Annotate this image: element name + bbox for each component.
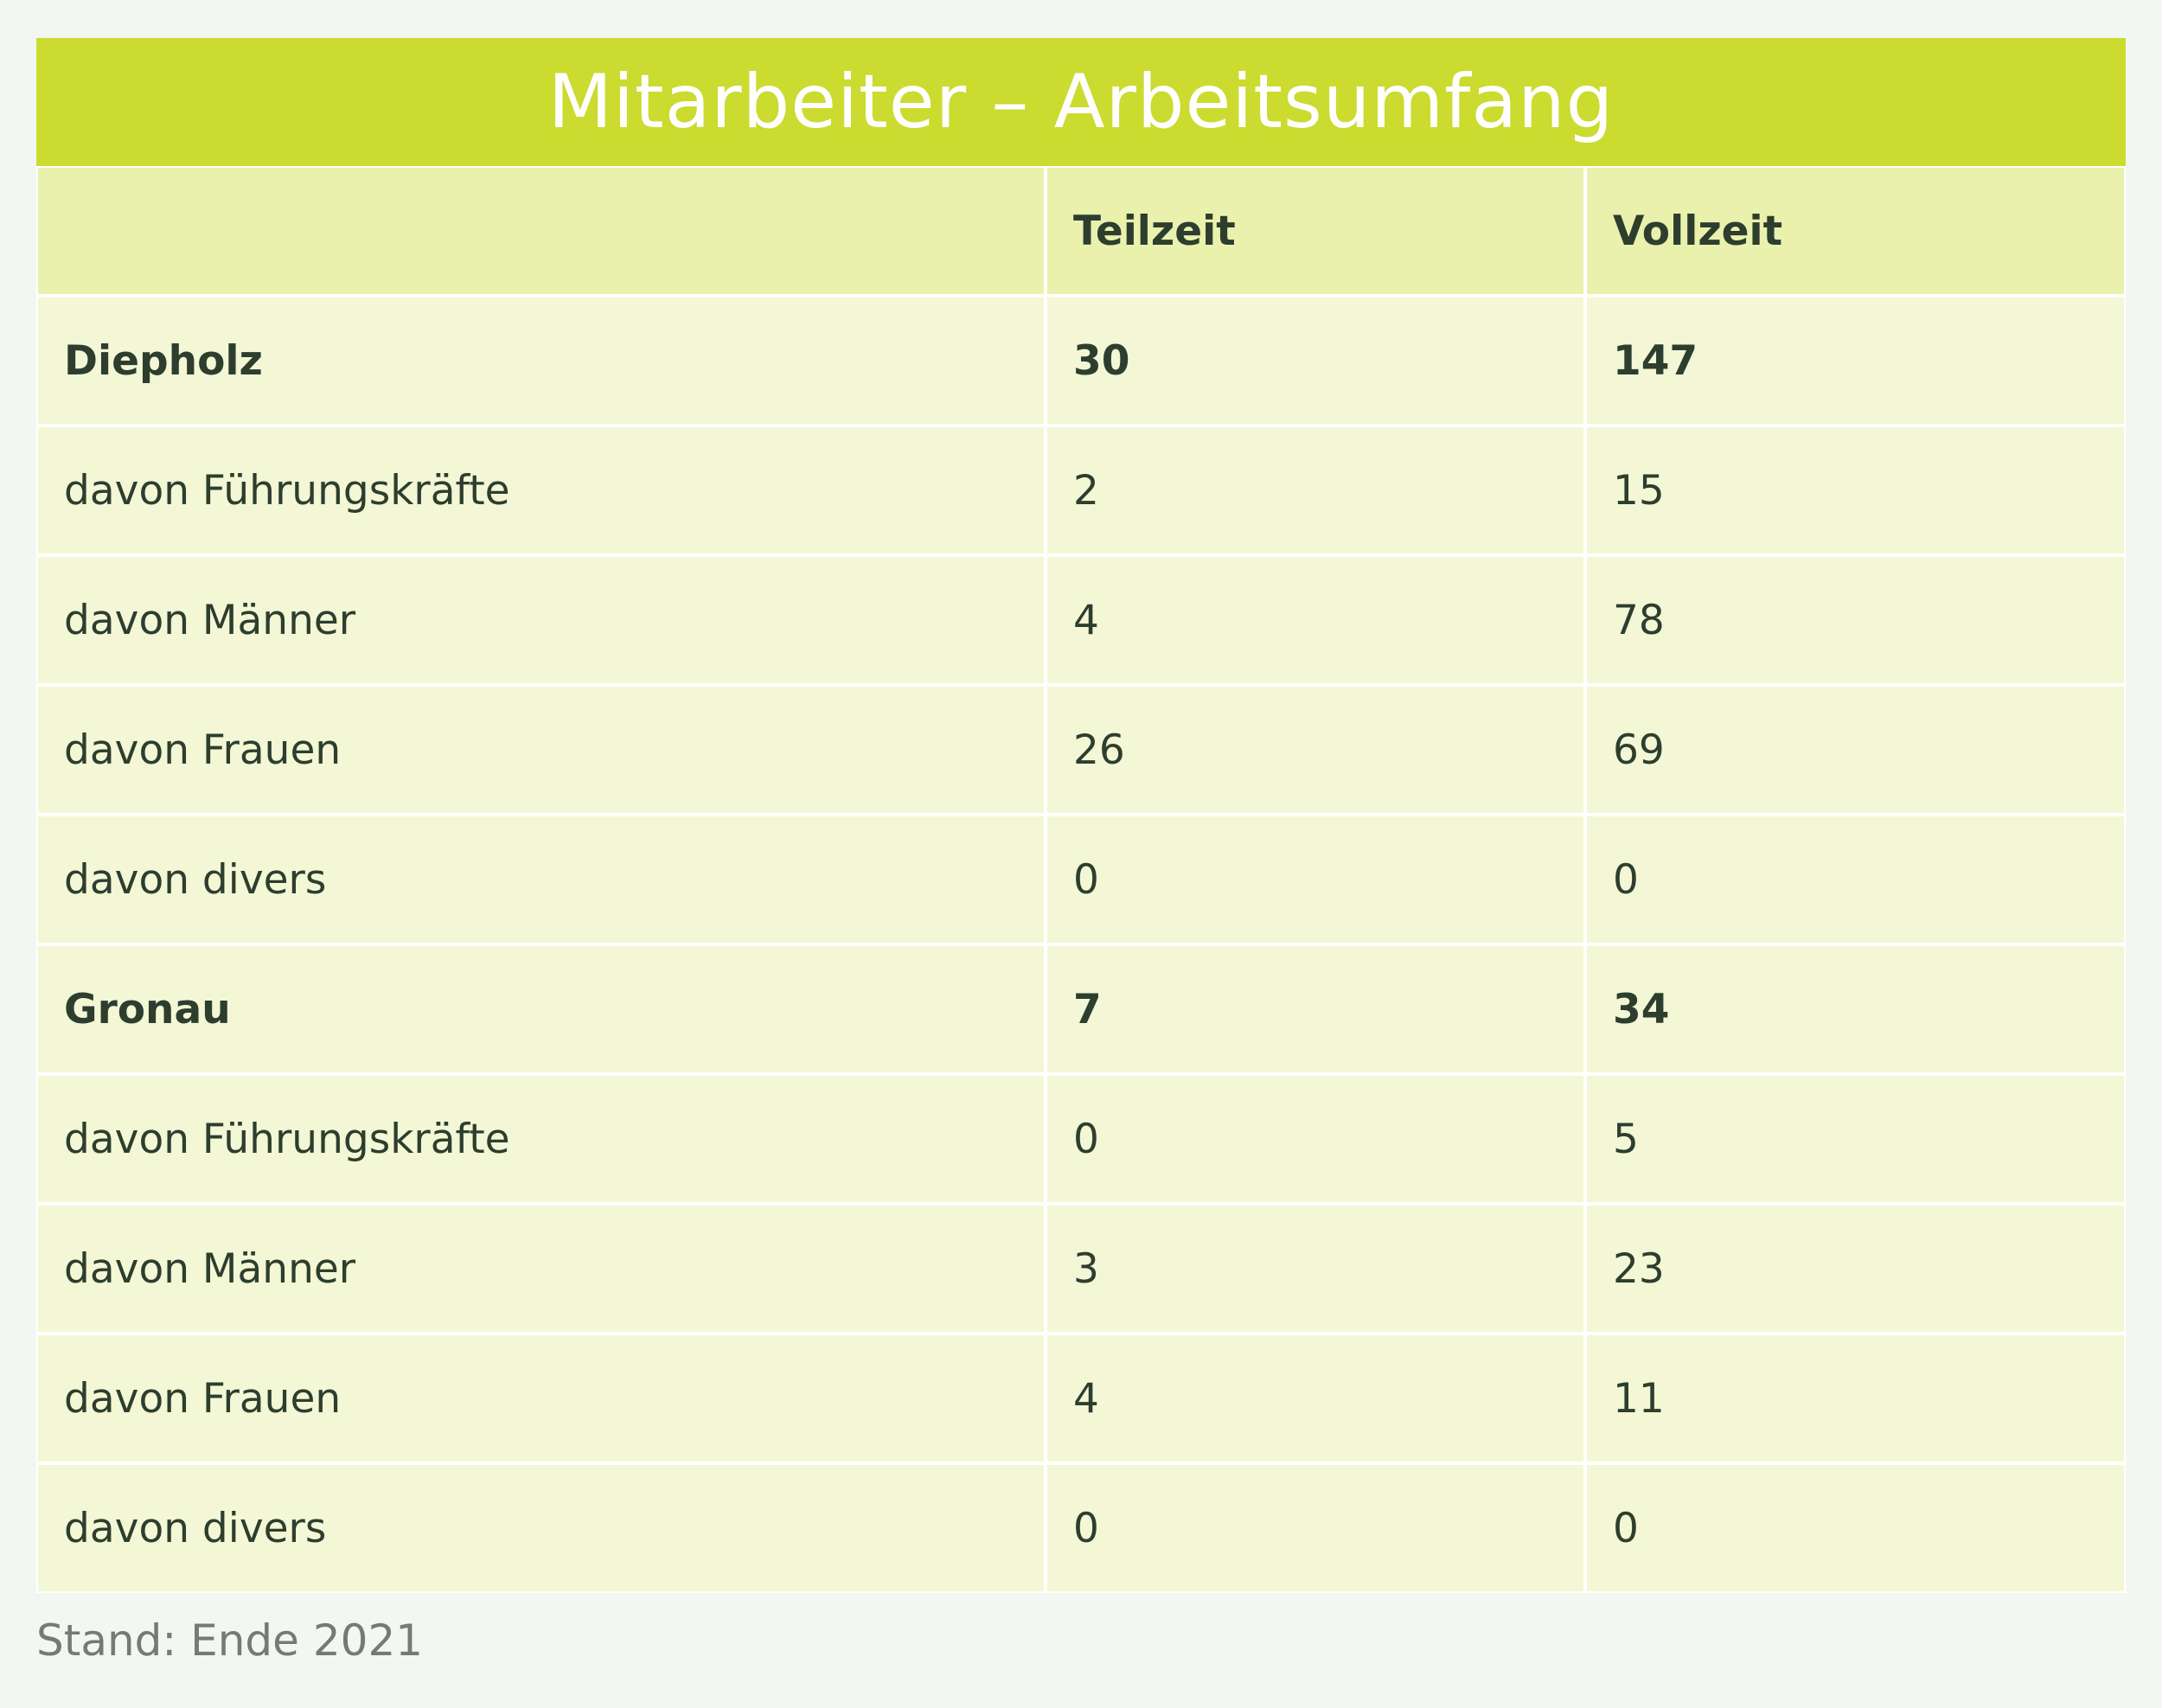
row-label-cell: Diepholz [38,297,1044,424]
table-row: davon Männer 4 78 [38,557,2124,683]
header-cell-teilzeit: Teilzeit [1047,168,1583,294]
header-row: Teilzeit Vollzeit [38,168,2124,294]
table-row: davon divers 0 0 [38,1465,2124,1591]
teilzeit-cell: 4 [1047,557,1583,683]
header-cell-label [38,168,1044,294]
table-row: davon Frauen 26 69 [38,687,2124,813]
row-label-cell: davon Frauen [38,687,1044,813]
vollzeit-cell: 11 [1587,1335,2124,1462]
row-label-cell: davon divers [38,816,1044,943]
teilzeit-cell: 26 [1047,687,1583,813]
row-label-cell: Gronau [38,946,1044,1072]
table-row: davon Führungskräfte 0 5 [38,1076,2124,1202]
teilzeit-cell: 0 [1047,1465,1583,1591]
row-label-cell: davon Führungskräfte [38,427,1044,553]
vollzeit-cell: 78 [1587,557,2124,683]
vollzeit-cell: 5 [1587,1076,2124,1202]
title-bar: Mitarbeiter – Arbeitsumfang [36,38,2126,166]
table-row: davon Führungskräfte 2 15 [38,427,2124,553]
teilzeit-cell: 0 [1047,816,1583,943]
row-label-cell: davon Männer [38,1206,1044,1332]
table-row: davon divers 0 0 [38,816,2124,943]
footnote: Stand: Ende 2021 [36,1615,424,1666]
table [36,38,2126,1593]
table-row: davon Frauen 4 11 [38,1335,2124,1462]
row-label-cell: davon divers [38,1465,1044,1591]
teilzeit-cell: 4 [1047,1335,1583,1462]
teilzeit-cell: 30 [1047,297,1583,424]
table-row: davon Männer 3 23 [38,1206,2124,1332]
teilzeit-cell: 0 [1047,1076,1583,1202]
header-cell-vollzeit: Vollzeit [1587,168,2124,294]
vollzeit-cell: 34 [1587,946,2124,1072]
table-row: Diepholz 30 147 [38,297,2124,424]
teilzeit-cell: 3 [1047,1206,1583,1332]
row-label-cell: davon Männer [38,557,1044,683]
vollzeit-cell: 15 [1587,427,2124,553]
row-label-cell: davon Frauen [38,1335,1044,1462]
teilzeit-cell: 2 [1047,427,1583,553]
vollzeit-cell: 0 [1587,816,2124,943]
table-row: Gronau 7 34 [38,946,2124,1072]
teilzeit-cell: 7 [1047,946,1583,1072]
vollzeit-cell: 69 [1587,687,2124,813]
vollzeit-cell: 0 [1587,1465,2124,1591]
vollzeit-cell: 147 [1587,297,2124,424]
table-title: Mitarbeiter – Arbeitsumfang [547,59,1615,145]
row-label-cell: davon Führungskräfte [38,1076,1044,1202]
vollzeit-cell: 23 [1587,1206,2124,1332]
